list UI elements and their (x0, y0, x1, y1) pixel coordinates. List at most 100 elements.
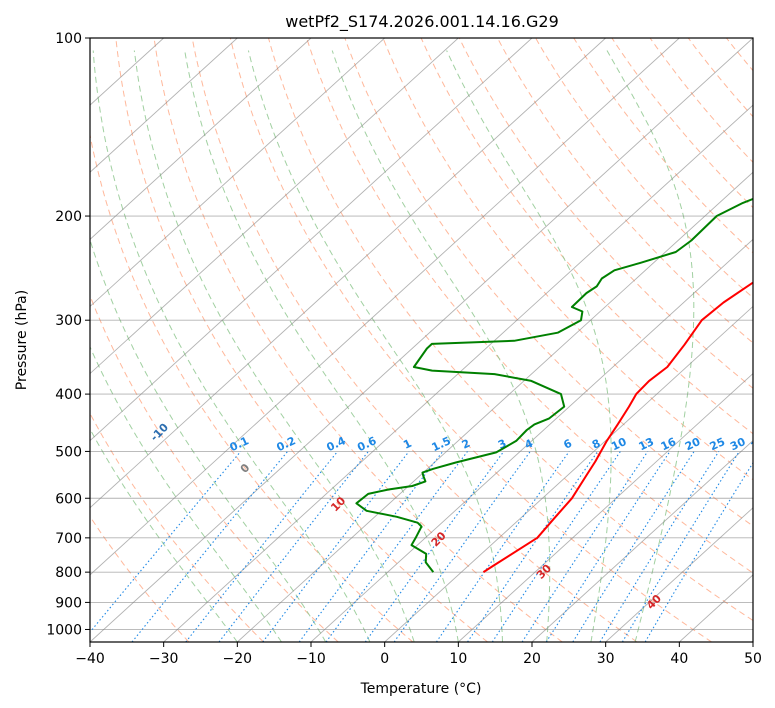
isotherm (90, 38, 753, 642)
dry-adiabat (382, 38, 753, 481)
mixing-ratio-line (599, 451, 720, 642)
y-tick-label: 200 (55, 209, 82, 225)
moist-adiabat (133, 50, 415, 642)
mixing-ratio-label: 6 (561, 437, 574, 452)
x-axis: −40 −30 −20 −10 0 10 20 30 40 50 (75, 642, 762, 667)
dry-adiabat (687, 38, 753, 118)
dry-adiabat-label: 30 (534, 562, 554, 582)
dry-adiabat (90, 294, 339, 642)
dry-adiabat (344, 38, 753, 527)
y-tick-label: 500 (55, 444, 82, 460)
y-tick-label: 900 (55, 595, 82, 611)
moist-adiabat (92, 50, 371, 642)
x-tick-label: 10 (449, 651, 467, 667)
dry-adiabat (535, 38, 753, 299)
chart-title: wetPf2_S174.2026.001.14.16.G29 (285, 12, 559, 32)
y-tick-label: 100 (55, 31, 82, 47)
y-tick-label: 600 (55, 491, 82, 507)
profile-lines (355, 197, 753, 573)
isotherm (90, 38, 459, 375)
moist-adiabat (90, 428, 238, 642)
dewpoint-line (355, 197, 753, 573)
moist-adiabat (606, 50, 695, 642)
mixing-ratio-label: 13 (637, 435, 656, 453)
mixing-ratio-label: 10 (609, 435, 629, 453)
isotherm (237, 171, 753, 642)
x-tick-label: −40 (75, 651, 105, 667)
moist-adiabat (247, 50, 503, 642)
isotherm (90, 38, 533, 442)
moist-adiabat (90, 238, 327, 642)
mixing-ratio-line (521, 451, 649, 642)
isotherm (605, 507, 753, 642)
dry-adiabat-label: 0 (238, 461, 253, 476)
mixing-ratio-line (435, 451, 570, 642)
y-tick-label: 300 (55, 313, 82, 329)
mixing-ratio-label: 36 (749, 435, 769, 453)
dry-adiabat (726, 38, 753, 72)
dry-adiabat (420, 38, 753, 435)
x-tick-label: 20 (523, 651, 541, 667)
dry-adiabat (765, 38, 775, 642)
x-axis-label: Temperature (°C) (360, 681, 482, 697)
isotherm (90, 38, 385, 308)
y-tick-label: 400 (55, 387, 82, 403)
dry-adiabat-label: 40 (644, 592, 664, 612)
dry-adiabat (90, 412, 264, 642)
moist-adiabat (446, 50, 612, 642)
mixing-ratio-line (262, 451, 410, 642)
mixing-ratio-line (545, 451, 671, 642)
x-tick-label: 40 (670, 651, 688, 667)
isotherm (310, 238, 753, 642)
isotherm (752, 641, 753, 642)
dry-adiabat (153, 38, 563, 642)
isotherm (90, 38, 680, 576)
moist-adiabat (90, 345, 282, 642)
x-tick-label: 30 (597, 651, 615, 667)
moist-adiabat (184, 50, 459, 642)
isotherm (90, 38, 606, 509)
isotherm (163, 104, 753, 642)
mixing-ratio-line (572, 451, 695, 642)
dry-adiabat (90, 132, 414, 642)
mixing-ratio-label: 25 (708, 435, 727, 453)
y-tick-label: 700 (55, 531, 82, 547)
mixing-ratio-label: 8 (590, 437, 602, 452)
x-tick-label: −10 (296, 651, 326, 667)
mixing-ratio-line (325, 451, 468, 642)
dry-adiabat (191, 38, 638, 642)
isotherm (384, 305, 753, 642)
isotherm (90, 38, 312, 240)
x-tick-label: −20 (223, 651, 253, 667)
isotherm (458, 372, 753, 642)
mixing-ratio-label: 20 (683, 435, 703, 453)
mixing-ratio-label: 30 (728, 435, 748, 453)
dry-adiabat (268, 38, 753, 622)
dry-adiabat (90, 515, 190, 642)
dry-adiabat (611, 38, 753, 209)
y-axis-label: Pressure (hPa) (14, 290, 30, 390)
dry-adiabat (649, 38, 753, 163)
mixing-ratio-line (218, 451, 369, 642)
mixing-ratio-line (491, 451, 621, 642)
y-axis: 100 200 300 400 500 600 700 800 900 1000 (46, 31, 90, 638)
mixing-ratio-label: 16 (659, 435, 679, 453)
y-tick-label: 800 (55, 565, 82, 581)
mixing-ratio-label: 2 (460, 437, 472, 452)
dry-adiabat (306, 38, 753, 574)
mixing-ratio-line (131, 451, 289, 642)
isotherm (531, 440, 753, 642)
mixing-ratio-line (90, 451, 242, 633)
mixing-ratio-line (393, 451, 531, 642)
isotherm (90, 38, 238, 173)
mixing-ratio-line (621, 451, 740, 642)
y-tick-label: 1000 (46, 622, 82, 638)
dry-adiabat (573, 38, 753, 254)
dry-adiabat-label: -10 (148, 421, 171, 444)
mixing-ratio-line (364, 451, 505, 642)
mixing-ratio-label: 1 (401, 437, 413, 452)
mixing-ratio-line (467, 451, 599, 642)
background-lines (90, 38, 775, 642)
dry-adiabat (229, 38, 712, 642)
